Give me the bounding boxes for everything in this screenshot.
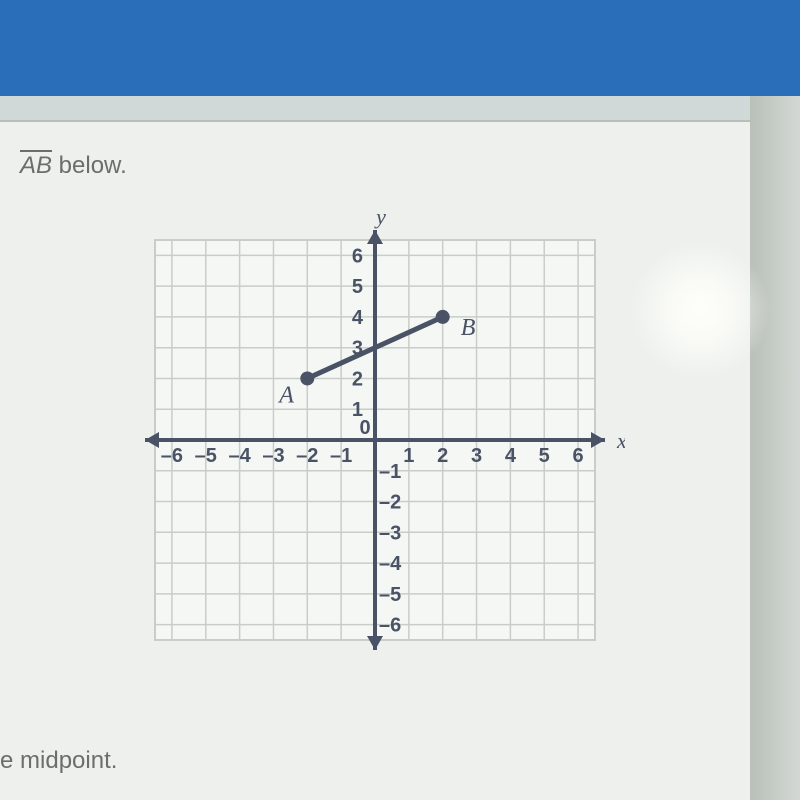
svg-text:2: 2 [437, 445, 448, 467]
svg-text:–3: –3 [262, 445, 284, 467]
svg-text:y: y [374, 210, 386, 229]
svg-text:2: 2 [352, 368, 363, 390]
svg-text:–2: –2 [379, 492, 401, 514]
question-suffix: below. [52, 152, 127, 179]
content-panel: AB below. –6–5–4–3–2–11234560123456–1–2–… [0, 120, 750, 800]
sidebar-shadow [750, 96, 800, 800]
svg-text:B: B [461, 315, 476, 341]
svg-text:3: 3 [471, 445, 482, 467]
svg-text:1: 1 [403, 445, 414, 467]
svg-text:–4: –4 [228, 445, 251, 467]
question-text: AB below. [20, 152, 730, 180]
svg-text:–6: –6 [161, 445, 183, 467]
svg-text:6: 6 [573, 445, 584, 467]
svg-text:–2: –2 [296, 445, 318, 467]
svg-text:1: 1 [352, 399, 363, 421]
svg-text:5: 5 [352, 276, 363, 298]
bottom-label: e midpoint. [0, 747, 117, 775]
svg-text:x: x [616, 428, 625, 453]
svg-text:–5: –5 [195, 445, 217, 467]
svg-text:–6: –6 [379, 615, 401, 637]
svg-text:–3: –3 [379, 522, 401, 544]
svg-text:–1: –1 [379, 461, 401, 483]
svg-text:–4: –4 [379, 553, 402, 575]
svg-text:4: 4 [505, 445, 517, 467]
chart-container: –6–5–4–3–2–11234560123456–1–2–3–4–5–6xyA… [20, 210, 730, 670]
svg-text:A: A [277, 382, 294, 408]
coordinate-plane-chart: –6–5–4–3–2–11234560123456–1–2–3–4–5–6xyA… [125, 210, 625, 670]
segment-label: AB [20, 152, 52, 179]
svg-text:–5: –5 [379, 584, 401, 606]
svg-text:–1: –1 [330, 445, 352, 467]
svg-text:5: 5 [539, 445, 550, 467]
svg-text:4: 4 [352, 307, 364, 329]
svg-text:6: 6 [352, 245, 363, 267]
